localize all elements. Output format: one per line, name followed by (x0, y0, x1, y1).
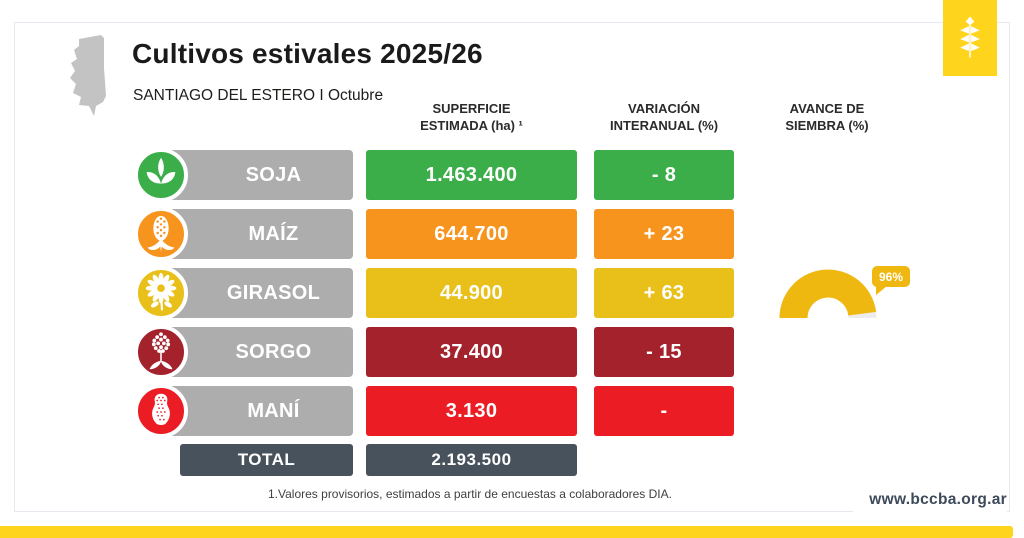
table-row-total: TOTAL 2.193.500 (0, 444, 1024, 476)
superficie-cell: 44.900 (366, 268, 577, 318)
sunflower-icon (134, 266, 188, 320)
superficie-cell: 1.463.400 (366, 150, 577, 200)
crop-label-pill: MANÍ (160, 386, 353, 436)
santiago-del-estero-province-map (70, 35, 106, 116)
crop-label-pill: SOJA (160, 150, 353, 200)
footnote: 1.Valores provisorios, estimados a parti… (268, 487, 672, 501)
table-row-maiz: MAÍZ 644.700 + 23 (0, 207, 1024, 261)
variacion-cell: + 23 (594, 209, 734, 259)
total-label-pill: TOTAL (180, 444, 353, 476)
peanut-icon (134, 384, 188, 438)
website-link[interactable]: www.bccba.org.ar (853, 488, 1007, 515)
variacion-cell: - (594, 386, 734, 436)
superficie-cell: 3.130 (366, 386, 577, 436)
gauge-value-callout: 96% (872, 266, 910, 295)
page-subtitle: SANTIAGO DEL ESTERO I Octubre (133, 87, 384, 104)
variacion-cell: - 8 (594, 150, 734, 200)
table-row-girasol: GIRASOL 44.900 + 63 (0, 266, 1024, 320)
variacion-cell: + 63 (594, 268, 734, 318)
corn-icon (134, 207, 188, 261)
superficie-cell: 644.700 (366, 209, 577, 259)
variacion-cell: - 15 (594, 327, 734, 377)
sowing-progress-gauge (779, 269, 877, 318)
page-title: Cultivos estivales 2025/26 (132, 38, 483, 69)
column-header-superficie: SUPERFICIE ESTIMADA (ha) ¹ (420, 101, 523, 133)
table-row-soja: SOJA 1.463.400 - 8 (0, 148, 1024, 202)
table-row-sorgo: SORGO 37.400 - 15 (0, 325, 1024, 379)
crop-label-pill: GIRASOL (160, 268, 353, 318)
column-header-variacion: VARIACIÓN INTERANUAL (%) (609, 101, 719, 133)
superficie-cell: 37.400 (366, 327, 577, 377)
crop-label-pill: MAÍZ (160, 209, 353, 259)
table-row-mani: MANÍ 3.130 - (0, 384, 1024, 438)
gauge-value-label: 96% (878, 269, 904, 284)
total-superficie-cell: 2.193.500 (366, 444, 577, 476)
soy-sprout-icon (134, 148, 188, 202)
crop-label-pill: SORGO (160, 327, 353, 377)
brand-ribbon (943, 0, 997, 76)
sorghum-icon (134, 325, 188, 379)
wheat-icon (960, 16, 980, 58)
bottom-accent-bar (0, 526, 1013, 538)
column-header-avance: AVANCE DE SIEMBRA (%) (785, 101, 869, 133)
